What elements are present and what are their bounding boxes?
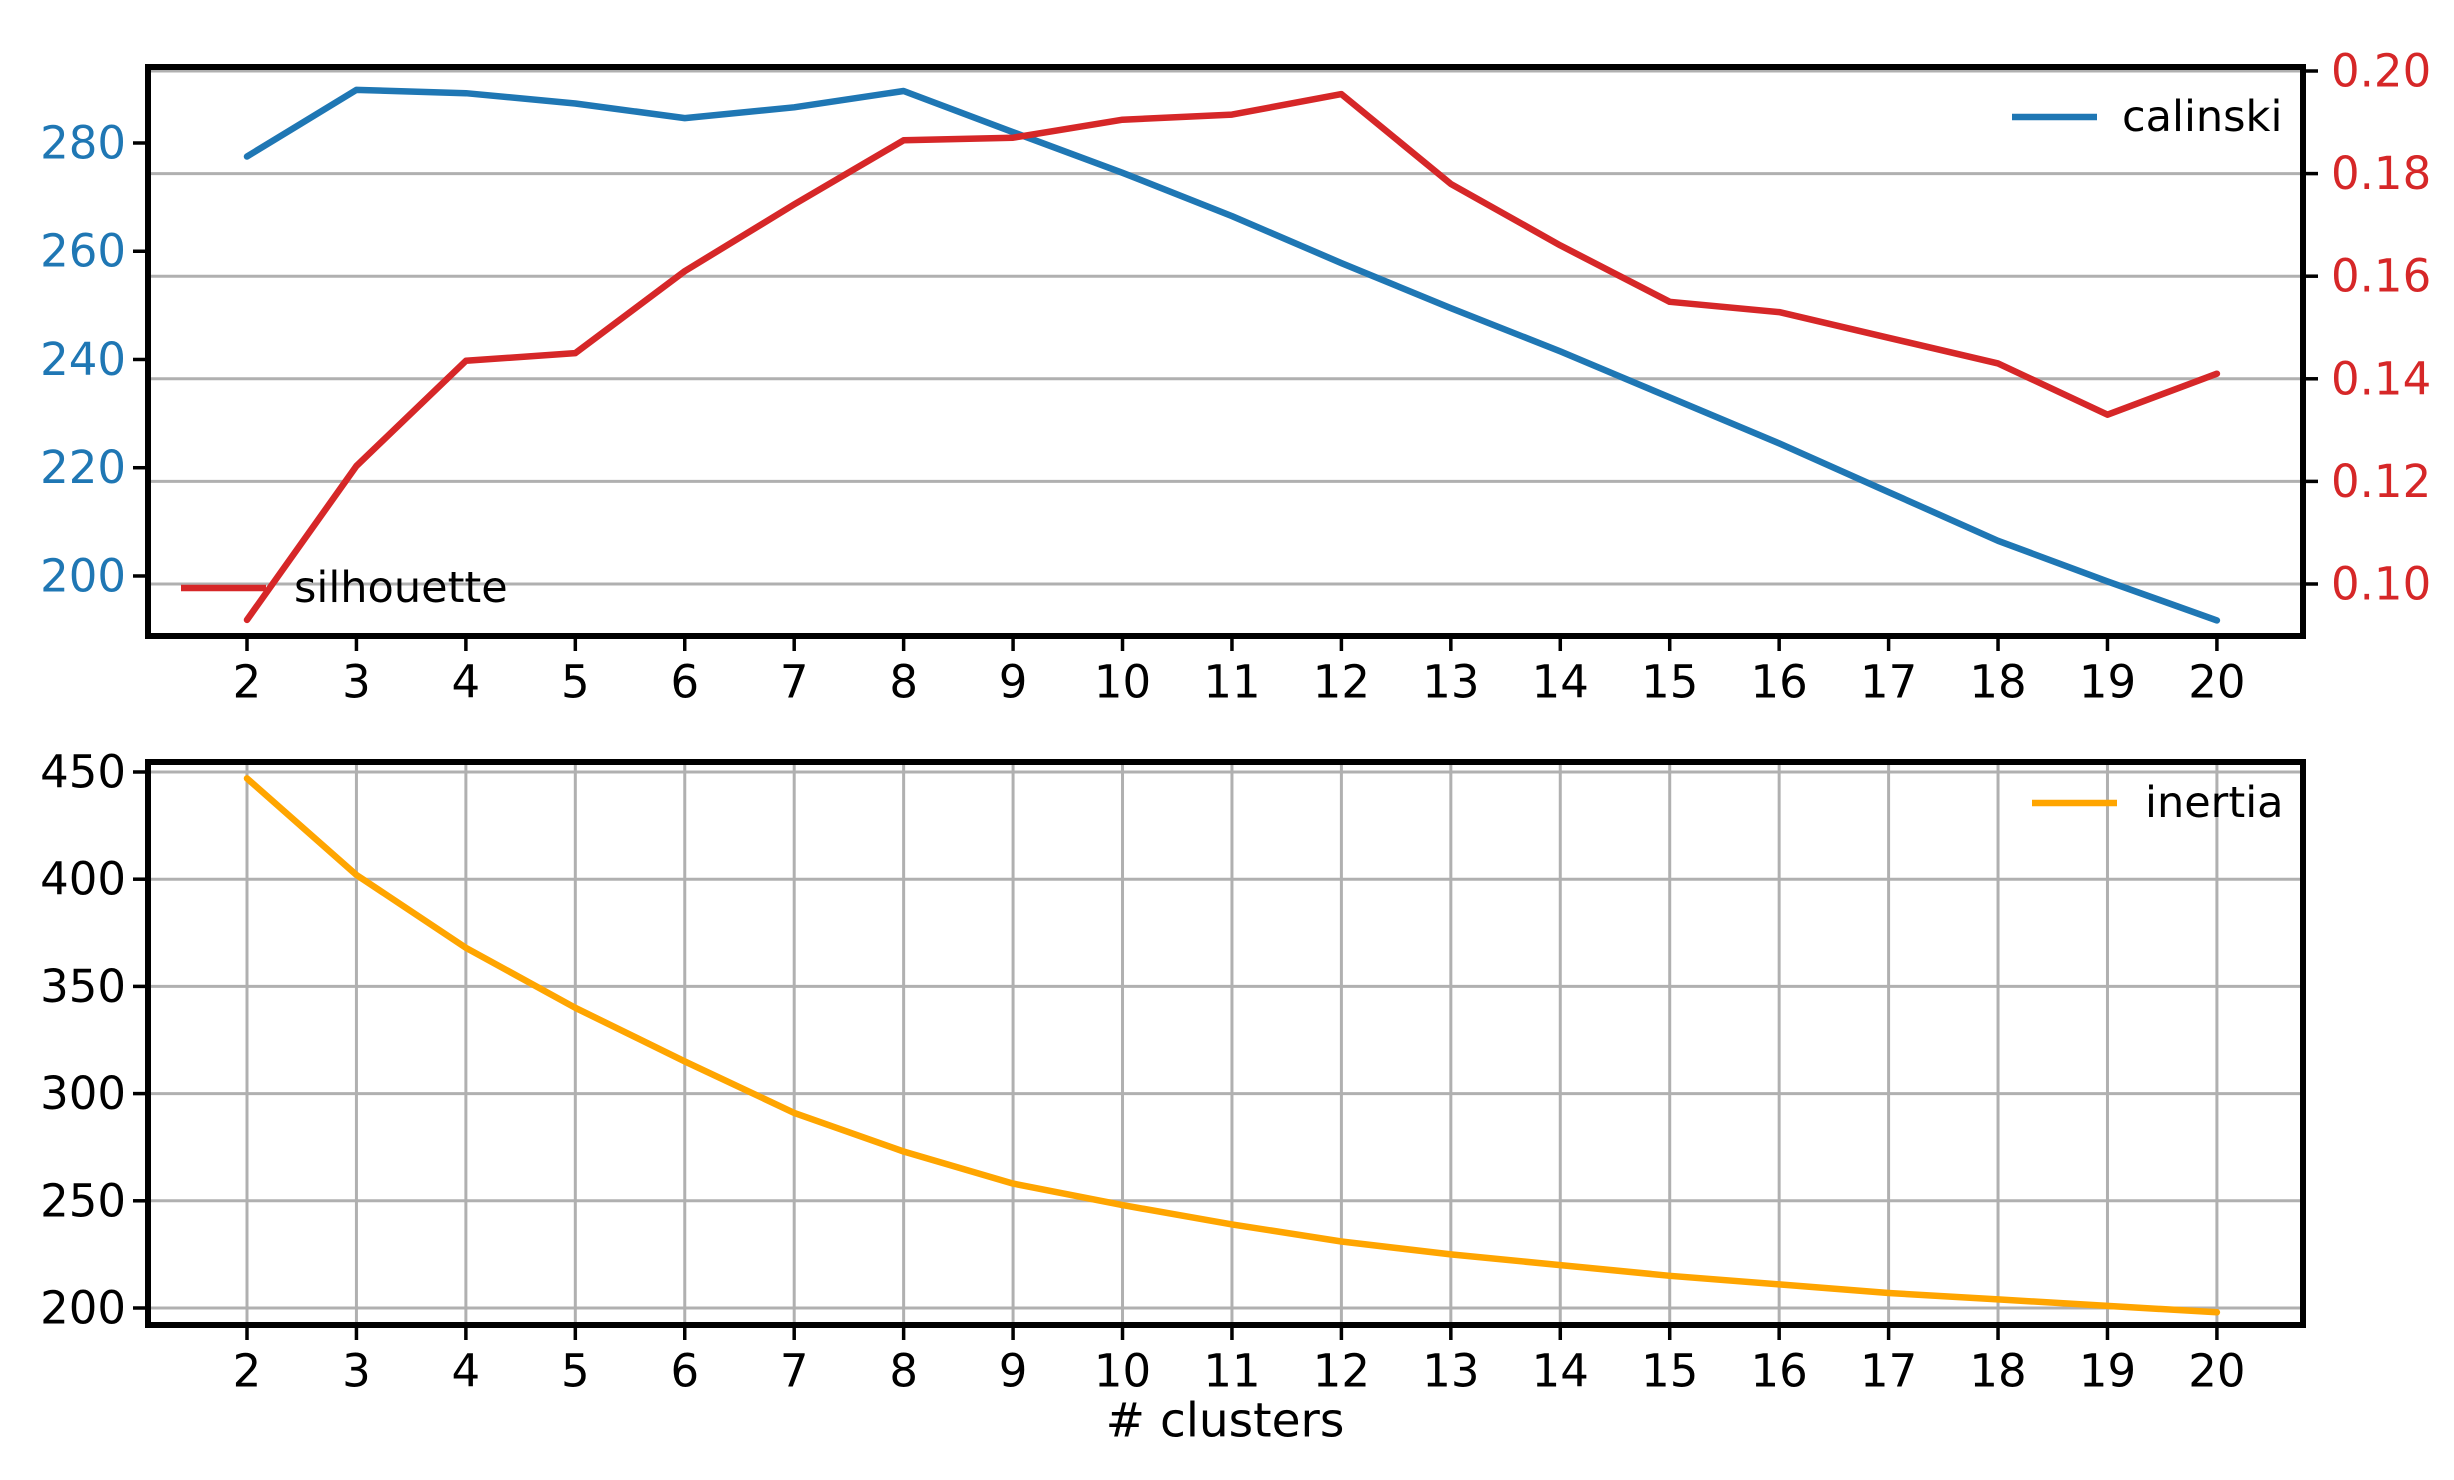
x-tick-label: 14 bbox=[1532, 1345, 1589, 1398]
x-tick-label: 16 bbox=[1751, 1345, 1808, 1398]
x-tick-label: 20 bbox=[2188, 1345, 2245, 1398]
y-tick-label-left: 220 bbox=[40, 441, 126, 494]
x-tick-label: 3 bbox=[342, 1345, 371, 1398]
y-tick-label-left: 200 bbox=[40, 1281, 126, 1334]
y-tick-label-left: 400 bbox=[40, 853, 126, 906]
y-tick-label-left: 300 bbox=[40, 1067, 126, 1120]
x-tick-label: 10 bbox=[1094, 1345, 1151, 1398]
x-tick-label: 16 bbox=[1751, 656, 1808, 709]
x-tick-label: 12 bbox=[1313, 656, 1370, 709]
x-tick-label: 4 bbox=[452, 1345, 481, 1398]
x-tick-label: 8 bbox=[889, 656, 918, 709]
x-tick-label: 19 bbox=[2079, 656, 2136, 709]
y-tick-label-right: 0.12 bbox=[2331, 455, 2431, 508]
x-tick-label: 5 bbox=[561, 656, 590, 709]
y-tick-label-right: 0.18 bbox=[2331, 147, 2431, 200]
x-tick-label: 9 bbox=[999, 656, 1028, 709]
y-tick-label-right: 0.10 bbox=[2331, 557, 2431, 610]
x-tick-label: 4 bbox=[452, 656, 481, 709]
y-tick-label-right: 0.16 bbox=[2331, 250, 2431, 303]
x-tick-label: 17 bbox=[1860, 1345, 1917, 1398]
inertia-line bbox=[243, 775, 2221, 1316]
x-tick-label: 12 bbox=[1313, 1345, 1370, 1398]
x-tick-label: 2 bbox=[233, 656, 262, 709]
x-tick-label: 14 bbox=[1532, 656, 1589, 709]
x-tick-label: 19 bbox=[2079, 1345, 2136, 1398]
legend-label-inertia: inertia bbox=[2145, 778, 2284, 828]
x-tick-label: 3 bbox=[342, 656, 371, 709]
y-tick-label-left: 450 bbox=[40, 745, 126, 798]
x-tick-label: 15 bbox=[1641, 656, 1698, 709]
y-tick-label-right: 0.14 bbox=[2331, 352, 2431, 405]
y-tick-label-right: 0.20 bbox=[2331, 45, 2431, 98]
x-tick-label: 7 bbox=[780, 1345, 809, 1398]
x-tick-label: 8 bbox=[889, 1345, 918, 1398]
x-tick-label: 18 bbox=[1969, 1345, 2026, 1398]
x-tick-label: 17 bbox=[1860, 656, 1917, 709]
x-tick-label: 10 bbox=[1094, 656, 1151, 709]
x-axis-label: # clusters bbox=[1106, 1394, 1345, 1449]
y-tick-label-left: 240 bbox=[40, 333, 126, 386]
y-tick-label-left: 280 bbox=[40, 116, 126, 169]
x-tick-label: 7 bbox=[780, 656, 809, 709]
x-tick-label: 2 bbox=[233, 1345, 262, 1398]
x-tick-label: 18 bbox=[1969, 656, 2026, 709]
x-tick-label: 5 bbox=[561, 1345, 590, 1398]
legend-label-silhouette: silhouette bbox=[294, 563, 508, 613]
x-tick-label: 11 bbox=[1203, 656, 1260, 709]
x-tick-label: 20 bbox=[2188, 656, 2245, 709]
x-tick-label: 15 bbox=[1641, 1345, 1698, 1398]
y-tick-label-left: 250 bbox=[40, 1174, 126, 1227]
x-tick-label: 9 bbox=[999, 1345, 1028, 1398]
plots-layer: 2 3 4 5 6 7 8 9 10 11 12 13 14 15 16 17 18 19 202002202402… bbox=[40, 45, 2431, 1398]
y-tick-label-left: 350 bbox=[40, 960, 126, 1013]
x-tick-label: 11 bbox=[1203, 1345, 1260, 1398]
legend-label-calinski: calinski bbox=[2122, 92, 2282, 142]
x-tick-label: 13 bbox=[1422, 1345, 1479, 1398]
calinski-line bbox=[243, 86, 2221, 624]
silhouette-line bbox=[243, 90, 2221, 624]
axes-spines bbox=[145, 759, 2306, 1328]
x-tick-label: 6 bbox=[670, 1345, 699, 1398]
x-tick-label: 6 bbox=[670, 656, 699, 709]
y-tick-label-left: 260 bbox=[40, 225, 126, 278]
x-tick-label: 13 bbox=[1422, 656, 1479, 709]
axes-spines bbox=[145, 64, 2306, 639]
y-tick-label-left: 200 bbox=[40, 549, 126, 602]
